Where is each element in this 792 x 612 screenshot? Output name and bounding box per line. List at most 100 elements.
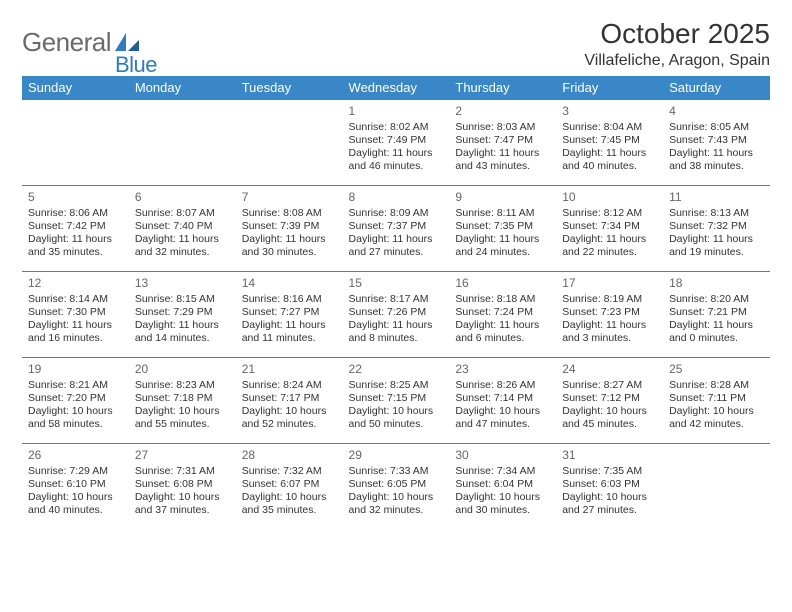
sunrise-line: Sunrise: 8:16 AM: [242, 293, 337, 306]
calendar-day-cell: 28Sunrise: 7:32 AMSunset: 6:07 PMDayligh…: [236, 444, 343, 528]
daylight-line: Daylight: 11 hours and 6 minutes.: [455, 319, 550, 345]
calendar-week-row: 5Sunrise: 8:06 AMSunset: 7:42 PMDaylight…: [22, 186, 770, 272]
day-number: 28: [242, 448, 337, 463]
calendar-day-cell: 23Sunrise: 8:26 AMSunset: 7:14 PMDayligh…: [449, 358, 556, 444]
daylight-line: Daylight: 11 hours and 38 minutes.: [669, 147, 764, 173]
day-number: 7: [242, 190, 337, 205]
calendar-day-cell: 18Sunrise: 8:20 AMSunset: 7:21 PMDayligh…: [663, 272, 770, 358]
daylight-line: Daylight: 11 hours and 27 minutes.: [349, 233, 444, 259]
sunrise-line: Sunrise: 8:08 AM: [242, 207, 337, 220]
sunset-line: Sunset: 6:10 PM: [28, 478, 123, 491]
daylight-line: Daylight: 11 hours and 16 minutes.: [28, 319, 123, 345]
day-number: 23: [455, 362, 550, 377]
daylight-line: Daylight: 11 hours and 22 minutes.: [562, 233, 657, 259]
sunrise-line: Sunrise: 8:26 AM: [455, 379, 550, 392]
sunrise-line: Sunrise: 8:07 AM: [135, 207, 230, 220]
calendar-day-cell: 31Sunrise: 7:35 AMSunset: 6:03 PMDayligh…: [556, 444, 663, 528]
day-number: 16: [455, 276, 550, 291]
sunrise-line: Sunrise: 7:29 AM: [28, 465, 123, 478]
sunrise-line: Sunrise: 8:15 AM: [135, 293, 230, 306]
calendar-day-cell: 17Sunrise: 8:19 AMSunset: 7:23 PMDayligh…: [556, 272, 663, 358]
calendar-day-cell: 12 Sunrise: 8:14 AMSunset: 7:30 PMDayligh…: [22, 272, 129, 358]
sunset-line: Sunset: 6:05 PM: [349, 478, 444, 491]
calendar-day-cell: 8Sunrise: 8:09 AMSunset: 7:37 PMDaylight…: [343, 186, 450, 272]
sunset-line: Sunset: 7:45 PM: [562, 134, 657, 147]
sunset-line: Sunset: 7:20 PM: [28, 392, 123, 405]
sunset-line: Sunset: 7:47 PM: [455, 134, 550, 147]
sunset-line: Sunset: 7:35 PM: [455, 220, 550, 233]
day-number: 30: [455, 448, 550, 463]
sunset-line: Sunset: 7:30 PM: [28, 306, 123, 319]
daylight-line: Daylight: 10 hours and 52 minutes.: [242, 405, 337, 431]
daylight-line: Daylight: 10 hours and 42 minutes.: [669, 405, 764, 431]
day-number: 18: [669, 276, 764, 291]
sunset-line: Sunset: 7:42 PM: [28, 220, 123, 233]
sunrise-line: Sunrise: 8:09 AM: [349, 207, 444, 220]
day-number: 11: [669, 190, 764, 205]
calendar-header-row: SundayMondayTuesdayWednesdayThursdayFrid…: [22, 76, 770, 100]
day-number: 1: [349, 104, 444, 119]
calendar-day-cell: 5Sunrise: 8:06 AMSunset: 7:42 PMDaylight…: [22, 186, 129, 272]
brand-name-gray: General: [22, 27, 111, 58]
sunset-line: Sunset: 7:29 PM: [135, 306, 230, 319]
brand-sail-icon: [113, 31, 141, 53]
daylight-line: Daylight: 11 hours and 8 minutes.: [349, 319, 444, 345]
sunrise-line: Sunrise: 7:32 AM: [242, 465, 337, 478]
sunset-line: Sunset: 7:17 PM: [242, 392, 337, 405]
day-number: 29: [349, 448, 444, 463]
brand-name-blue: Blue: [115, 52, 157, 78]
daylight-line: Daylight: 10 hours and 47 minutes.: [455, 405, 550, 431]
day-header: Monday: [129, 76, 236, 100]
sunset-line: Sunset: 7:24 PM: [455, 306, 550, 319]
daylight-line: Daylight: 10 hours and 40 minutes.: [28, 491, 123, 517]
sunset-line: Sunset: 7:49 PM: [349, 134, 444, 147]
day-number: 13: [135, 276, 230, 291]
sunset-line: Sunset: 7:27 PM: [242, 306, 337, 319]
sunrise-line: Sunrise: 8:28 AM: [669, 379, 764, 392]
sunset-line: Sunset: 6:08 PM: [135, 478, 230, 491]
calendar-week-row: 26Sunrise: 7:29 AMSunset: 6:10 PMDayligh…: [22, 444, 770, 528]
calendar-body: 1Sunrise: 8:02 AMSunset: 7:49 PMDaylight…: [22, 100, 770, 528]
calendar-day-cell: 22Sunrise: 8:25 AMSunset: 7:15 PMDayligh…: [343, 358, 450, 444]
sunset-line: Sunset: 7:18 PM: [135, 392, 230, 405]
calendar-day-cell: 27Sunrise: 7:31 AMSunset: 6:08 PMDayligh…: [129, 444, 236, 528]
sunset-line: Sunset: 6:07 PM: [242, 478, 337, 491]
title-block: October 2025 Villafeliche, Aragon, Spain: [584, 18, 770, 70]
sunrise-line: Sunrise: 8:17 AM: [349, 293, 444, 306]
day-number: 6: [135, 190, 230, 205]
day-number: 12: [28, 276, 123, 291]
day-number: 25: [669, 362, 764, 377]
calendar-day-cell: 20Sunrise: 8:23 AMSunset: 7:18 PMDayligh…: [129, 358, 236, 444]
calendar-day-cell: [22, 100, 129, 186]
sunrise-line: Sunrise: 8:19 AM: [562, 293, 657, 306]
daylight-line: Daylight: 10 hours and 50 minutes.: [349, 405, 444, 431]
daylight-line: Daylight: 11 hours and 0 minutes.: [669, 319, 764, 345]
calendar-week-row: 1Sunrise: 8:02 AMSunset: 7:49 PMDaylight…: [22, 100, 770, 186]
day-number: 4: [669, 104, 764, 119]
day-number: 10: [562, 190, 657, 205]
sunset-line: Sunset: 6:03 PM: [562, 478, 657, 491]
daylight-line: Daylight: 11 hours and 46 minutes.: [349, 147, 444, 173]
day-header: Wednesday: [343, 76, 450, 100]
daylight-line: Daylight: 10 hours and 55 minutes.: [135, 405, 230, 431]
calendar-day-cell: 2Sunrise: 8:03 AMSunset: 7:47 PMDaylight…: [449, 100, 556, 186]
sunset-line: Sunset: 6:04 PM: [455, 478, 550, 491]
sunset-line: Sunset: 7:23 PM: [562, 306, 657, 319]
daylight-line: Daylight: 11 hours and 43 minutes.: [455, 147, 550, 173]
calendar-day-cell: 10Sunrise: 8:12 AMSunset: 7:34 PMDayligh…: [556, 186, 663, 272]
day-number: 2: [455, 104, 550, 119]
calendar-day-cell: 9Sunrise: 8:11 AMSunset: 7:35 PMDaylight…: [449, 186, 556, 272]
day-number: 24: [562, 362, 657, 377]
sunrise-line: Sunrise: 8:14 AM: [28, 293, 123, 306]
sunset-line: Sunset: 7:37 PM: [349, 220, 444, 233]
sunrise-line: Sunrise: 8:24 AM: [242, 379, 337, 392]
daylight-line: Daylight: 11 hours and 35 minutes.: [28, 233, 123, 259]
sunrise-line: Sunrise: 8:25 AM: [349, 379, 444, 392]
day-number: 14: [242, 276, 337, 291]
sunrise-line: Sunrise: 8:05 AM: [669, 121, 764, 134]
calendar-day-cell: 30Sunrise: 7:34 AMSunset: 6:04 PMDayligh…: [449, 444, 556, 528]
sunset-line: Sunset: 7:39 PM: [242, 220, 337, 233]
sunrise-line: Sunrise: 7:33 AM: [349, 465, 444, 478]
day-number: 9: [455, 190, 550, 205]
calendar-day-cell: 26Sunrise: 7:29 AMSunset: 6:10 PMDayligh…: [22, 444, 129, 528]
